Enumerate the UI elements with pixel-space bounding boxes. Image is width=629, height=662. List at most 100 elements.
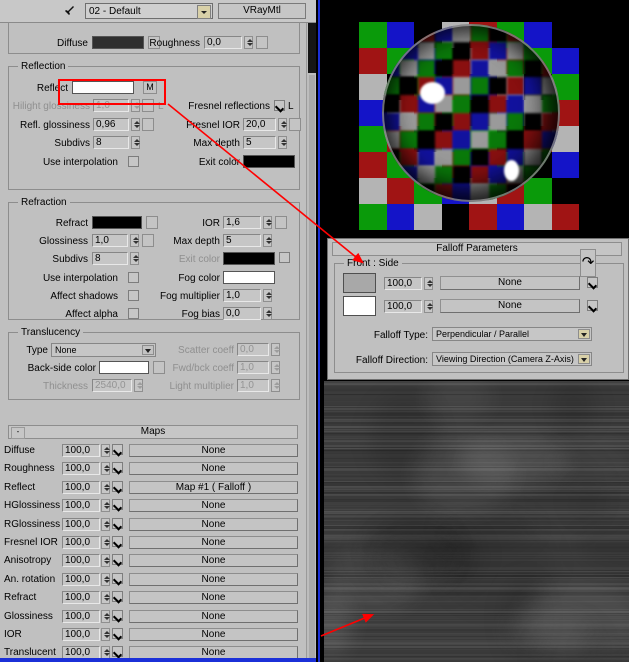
map-row-amount[interactable]: 100,0 [62,518,100,531]
thickness-spinner[interactable] [134,379,143,392]
map-row-button[interactable]: None [129,536,298,549]
swap-arrow-icon[interactable]: ↷ [580,249,596,277]
map-row-spinner[interactable] [101,518,110,531]
chevron-down-icon[interactable] [578,329,590,339]
refraction-max-depth-spinner[interactable] [263,234,272,247]
material-name-field[interactable]: 02 - Default [85,3,213,19]
map-row-checkbox[interactable] [112,518,123,529]
refraction-glossiness-map-button[interactable] [142,234,154,247]
light-multiplier-field[interactable]: 1,0 [237,379,269,392]
light-multiplier-spinner[interactable] [271,379,280,392]
map-row-spinner[interactable] [101,610,110,623]
map-row-checkbox[interactable] [112,591,123,602]
roughness-field[interactable]: 0,0 [204,36,242,49]
falloff-direction-combo[interactable]: Viewing Direction (Camera Z-Axis) [432,352,592,366]
map-row-button[interactable]: Map #1 ( Falloff ) [129,481,298,494]
refraction-use-interpolation-checkbox[interactable] [128,272,139,283]
fresnel-ior-field[interactable]: 20,0 [243,118,276,131]
fwd-bck-coeff-field[interactable]: 1,0 [237,361,269,374]
map-row-checkbox[interactable] [112,444,123,455]
chevron-down-icon[interactable] [142,345,154,355]
roughness-map-button[interactable] [256,36,268,49]
refraction-exit-color-checkbox[interactable] [279,252,290,263]
front-color-swatch[interactable] [343,273,376,293]
side-map-button[interactable]: None [440,299,580,313]
fog-color-swatch[interactable] [223,271,275,284]
map-row-amount[interactable]: 100,0 [62,573,100,586]
map-row-button[interactable]: None [129,518,298,531]
map-row-spinner[interactable] [101,499,110,512]
map-row-checkbox[interactable] [112,610,123,621]
refl-glossiness-map-button[interactable] [142,118,154,131]
map-row-checkbox[interactable] [112,481,123,492]
scatter-coeff-field[interactable]: 0,0 [237,343,269,356]
map-row-amount[interactable]: 100,0 [62,462,100,475]
fog-bias-field[interactable]: 0,0 [223,307,261,320]
refraction-ior-field[interactable]: 1,6 [223,216,261,229]
refract-color-swatch[interactable] [92,216,142,229]
map-row-amount[interactable]: 100,0 [62,536,100,549]
side-amount-spinner[interactable] [424,300,433,313]
refl-glossiness-field[interactable]: 0,96 [93,118,129,131]
reflection-max-depth-field[interactable]: 5 [243,136,276,149]
map-row-checkbox[interactable] [112,499,123,510]
falloff-type-combo[interactable]: Perpendicular / Parallel [432,327,592,341]
map-row-button[interactable]: None [129,554,298,567]
fwd-bck-coeff-spinner[interactable] [271,361,280,374]
reflection-subdivs-spinner[interactable] [131,136,140,149]
map-row-amount[interactable]: 100,0 [62,499,100,512]
refraction-max-depth-field[interactable]: 5 [223,234,261,247]
map-row-spinner[interactable] [101,536,110,549]
refraction-glossiness-field[interactable]: 1,0 [92,234,128,247]
map-row-amount[interactable]: 100,0 [62,591,100,604]
affect-alpha-checkbox[interactable] [128,308,139,319]
map-row-spinner[interactable] [101,591,110,604]
fog-multiplier-field[interactable]: 1,0 [223,289,261,302]
back-side-color-swatch[interactable] [99,361,149,374]
map-row-amount[interactable]: 100,0 [62,610,100,623]
fog-bias-spinner[interactable] [263,307,272,320]
scatter-coeff-spinner[interactable] [271,343,280,356]
map-row-spinner[interactable] [101,628,110,641]
map-row-checkbox[interactable] [112,462,123,473]
material-preview[interactable] [324,4,629,236]
front-amount-spinner[interactable] [424,277,433,290]
reflection-use-interpolation-checkbox[interactable] [128,156,139,167]
map-row-amount[interactable]: 100,0 [62,554,100,567]
side-amount-field[interactable]: 100,0 [384,300,422,313]
refraction-ior-spinner[interactable] [263,216,272,229]
map-row-spinner[interactable] [101,573,110,586]
map-row-checkbox[interactable] [112,554,123,565]
map-row-button[interactable]: None [129,610,298,623]
chevron-down-icon[interactable] [197,5,211,19]
chevron-down-icon[interactable] [578,354,590,364]
side-color-swatch[interactable] [343,296,376,316]
map-row-spinner[interactable] [101,462,110,475]
refraction-glossiness-spinner[interactable] [130,234,139,247]
map-row-spinner[interactable] [101,481,110,494]
map-row-button[interactable]: None [129,462,298,475]
fresnel-ior-spinner[interactable] [278,118,287,131]
eyedropper-icon[interactable] [62,4,76,18]
roughness-spinner[interactable] [244,36,253,49]
side-enable-checkbox[interactable] [587,300,598,311]
map-row-amount[interactable]: 100,0 [62,481,100,494]
translucency-type-combo[interactable]: None [51,343,156,357]
material-type-button[interactable]: VRayMtl [218,3,306,19]
map-row-button[interactable]: None [129,573,298,586]
front-enable-checkbox[interactable] [587,277,598,288]
map-row-checkbox[interactable] [112,573,123,584]
reflection-exit-color-swatch[interactable] [243,155,295,168]
map-row-button[interactable]: None [129,499,298,512]
refract-map-button[interactable] [146,216,158,229]
reflection-max-depth-spinner[interactable] [278,136,287,149]
map-row-amount[interactable]: 100,0 [62,628,100,641]
front-amount-field[interactable]: 100,0 [384,277,422,290]
fresnel-lock-label[interactable]: L [288,101,298,112]
refl-glossiness-spinner[interactable] [131,118,140,131]
map-row-checkbox[interactable] [112,628,123,639]
refraction-exit-color-swatch[interactable] [223,252,275,265]
fresnel-ior-map-button[interactable] [289,118,301,131]
map-row-checkbox[interactable] [112,536,123,547]
map-row-spinner[interactable] [101,554,110,567]
